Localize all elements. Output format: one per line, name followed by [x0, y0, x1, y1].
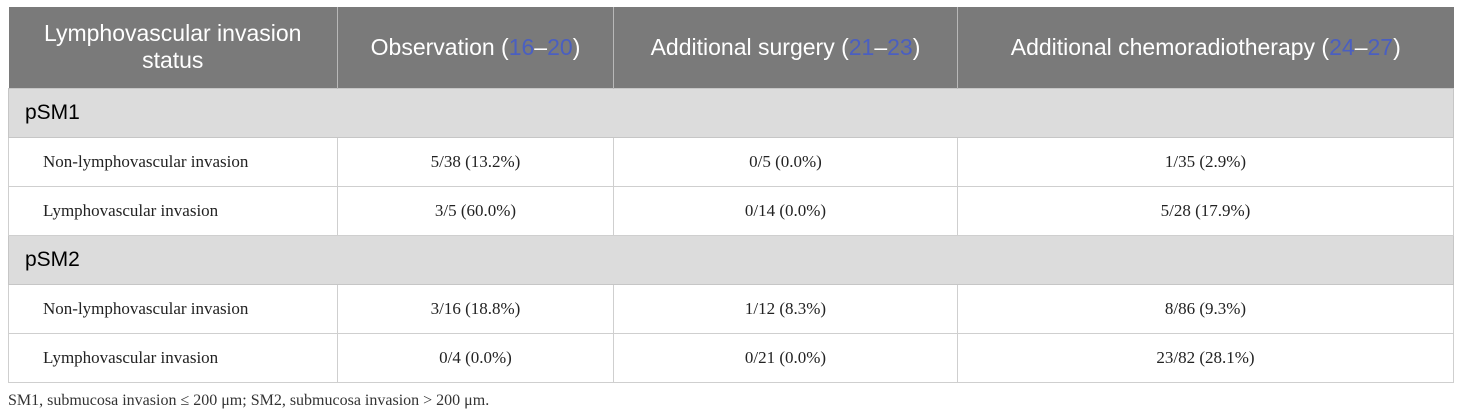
cell-observation: 5/38 (13.2%)	[337, 136, 614, 187]
cell-chemoradiotherapy: 23/82 (28.1%)	[957, 332, 1454, 383]
cell-chemoradiotherapy: 1/35 (2.9%)	[957, 136, 1454, 187]
results-table: Lymphovascular invasion status Observati…	[8, 7, 1454, 383]
citation-link[interactable]: 20	[547, 33, 573, 60]
cell-observation: 3/16 (18.8%)	[337, 283, 614, 334]
table-row: Lymphovascular invasion 3/5 (60.0%) 0/14…	[8, 185, 1454, 236]
header-additional-surgery: Additional surgery (21–23)	[613, 7, 958, 88]
cell-surgery: 1/12 (8.3%)	[613, 283, 958, 334]
section-title: pSM1	[8, 87, 1454, 138]
section-row-psm1: pSM1	[8, 87, 1454, 138]
table-row: Non-lymphovascular invasion 3/16 (18.8%)…	[8, 283, 1454, 334]
header-lymphovascular-status: Lymphovascular invasion status	[8, 7, 338, 88]
citation-link[interactable]: 21	[848, 33, 875, 60]
table-row: Non-lymphovascular invasion 5/38 (13.2%)…	[8, 136, 1454, 187]
citation-link[interactable]: 23	[887, 33, 913, 60]
cell-observation: 3/5 (60.0%)	[337, 185, 614, 236]
cell-surgery: 0/5 (0.0%)	[613, 136, 958, 187]
header-row: Lymphovascular invasion status Observati…	[8, 7, 1454, 88]
citation-link[interactable]: 16	[508, 33, 535, 60]
cell-surgery: 0/21 (0.0%)	[613, 332, 958, 383]
cell-chemoradiotherapy: 5/28 (17.9%)	[957, 185, 1454, 236]
row-label: Lymphovascular invasion	[8, 332, 338, 383]
row-label: Non-lymphovascular invasion	[8, 136, 338, 187]
table-footnote: SM1, submucosa invasion ≤ 200 μm; SM2, s…	[8, 392, 490, 409]
row-label: Non-lymphovascular invasion	[8, 283, 338, 334]
cell-observation: 0/4 (0.0%)	[337, 332, 614, 383]
cell-chemoradiotherapy: 8/86 (9.3%)	[957, 283, 1454, 334]
citation-link[interactable]: 24	[1329, 33, 1355, 60]
table-row: Lymphovascular invasion 0/4 (0.0%) 0/21 …	[8, 332, 1454, 383]
section-title: pSM2	[8, 234, 1454, 285]
row-label: Lymphovascular invasion	[8, 185, 338, 236]
header-additional-chemoradiotherapy: Additional chemoradiotherapy (24–27)	[957, 7, 1454, 88]
citation-link[interactable]: 27	[1367, 33, 1394, 60]
header-observation: Observation (16–20)	[337, 7, 614, 88]
cell-surgery: 0/14 (0.0%)	[613, 185, 958, 236]
section-row-psm2: pSM2	[8, 234, 1454, 285]
